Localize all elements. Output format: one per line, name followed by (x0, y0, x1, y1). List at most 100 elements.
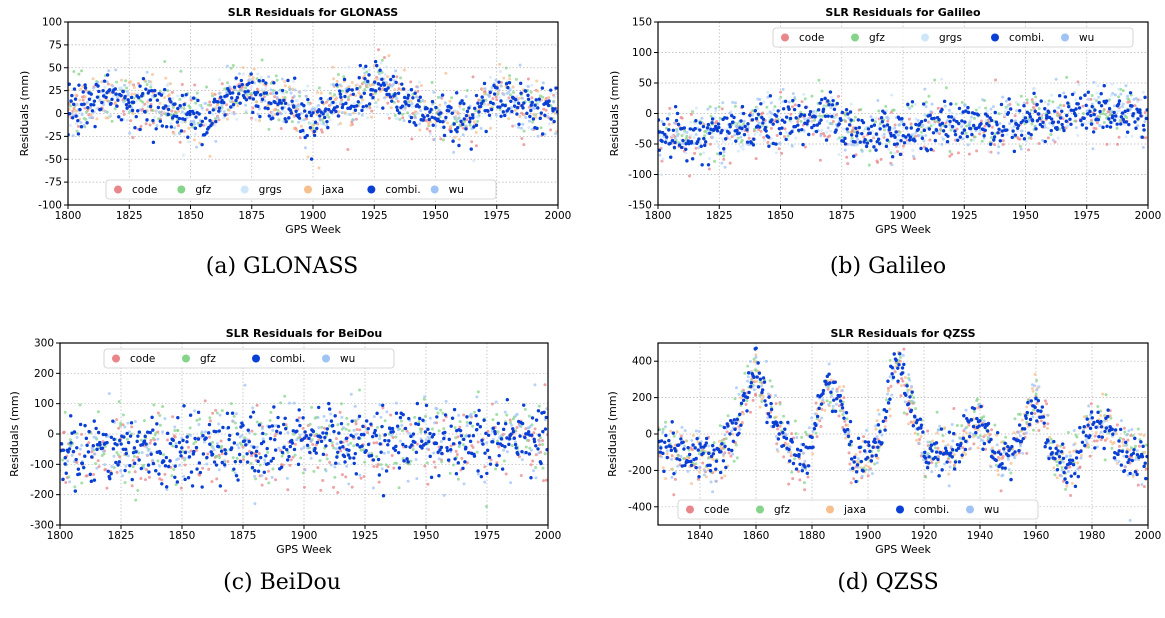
x-tick-label: 1975 (1073, 210, 1100, 222)
data-point (796, 123, 800, 127)
data-point (531, 120, 535, 124)
data-point (1030, 122, 1034, 126)
data-point (534, 115, 538, 119)
data-point (68, 104, 72, 108)
data-point (692, 136, 696, 140)
data-point (1066, 101, 1070, 105)
data-point (450, 416, 455, 420)
data-point (510, 423, 514, 427)
data-point (349, 104, 354, 108)
data-point (472, 159, 476, 163)
data-point (530, 83, 534, 87)
data-point (908, 138, 912, 142)
data-point (731, 120, 735, 124)
data-point (490, 402, 494, 406)
data-point (394, 411, 399, 415)
data-point (455, 452, 459, 456)
data-point (178, 104, 182, 108)
data-point (315, 113, 319, 117)
data-point (239, 78, 244, 83)
data-point (784, 131, 788, 135)
data-point (364, 449, 368, 453)
data-point (157, 472, 161, 476)
data-point (1049, 128, 1053, 133)
data-point (759, 129, 763, 133)
data-point (169, 82, 173, 86)
data-point (405, 457, 409, 461)
data-point (464, 113, 469, 118)
data-point (527, 119, 531, 123)
data-point (165, 431, 170, 436)
data-point (418, 128, 422, 132)
data-point (1125, 130, 1130, 134)
data-point (330, 440, 334, 444)
data-point (849, 118, 853, 122)
data-point (400, 82, 404, 86)
data-point (235, 95, 240, 100)
data-point (1055, 113, 1059, 117)
data-point (442, 427, 446, 431)
data-point (325, 119, 329, 124)
data-point (695, 140, 700, 144)
data-point (148, 430, 152, 435)
data-point (997, 145, 1001, 149)
data-point (749, 410, 753, 414)
data-point (925, 148, 930, 153)
data-point (287, 103, 291, 107)
data-point (100, 80, 104, 84)
data-point (250, 429, 254, 433)
data-point (407, 103, 411, 108)
data-point (396, 450, 401, 455)
data-point (400, 423, 404, 427)
legend-marker (367, 185, 376, 194)
data-point (282, 91, 286, 95)
data-point (1027, 112, 1032, 116)
data-point (451, 463, 455, 467)
data-point (132, 86, 136, 90)
data-point (945, 140, 950, 144)
data-point (514, 77, 518, 81)
data-point (378, 68, 382, 72)
data-point (320, 130, 324, 134)
y-axis-label: Residuals (mm) (608, 71, 621, 157)
data-point (537, 439, 541, 443)
data-point (981, 98, 985, 102)
data-point (658, 130, 662, 134)
data-point (736, 136, 740, 140)
data-point (1065, 113, 1069, 118)
data-point (730, 135, 734, 139)
data-point (1102, 84, 1106, 88)
data-point (159, 113, 163, 117)
data-point (338, 92, 342, 96)
data-point (494, 78, 498, 82)
data-point (853, 140, 857, 144)
data-point (305, 443, 310, 447)
legend-marker (112, 354, 120, 363)
data-point (751, 398, 755, 402)
legend-marker (1061, 33, 1069, 42)
data-point (411, 96, 415, 100)
data-point (1035, 102, 1039, 107)
data-point (311, 126, 315, 130)
data-point (245, 460, 250, 464)
data-point (292, 432, 296, 436)
data-point (1126, 438, 1130, 442)
data-point (1111, 91, 1115, 95)
data-point (1045, 402, 1049, 406)
data-point (808, 110, 813, 114)
data-point (358, 428, 362, 432)
data-point (92, 103, 96, 107)
data-point (362, 432, 366, 437)
data-point (386, 450, 390, 454)
data-point (731, 100, 735, 104)
data-point (1001, 124, 1006, 129)
data-point (328, 91, 332, 95)
data-point (111, 84, 115, 88)
data-point (1112, 118, 1117, 122)
x-axis-label: GPS Week (285, 223, 341, 236)
data-point (299, 111, 303, 115)
data-point (1034, 127, 1038, 131)
data-point (205, 131, 209, 135)
data-point (758, 394, 762, 398)
